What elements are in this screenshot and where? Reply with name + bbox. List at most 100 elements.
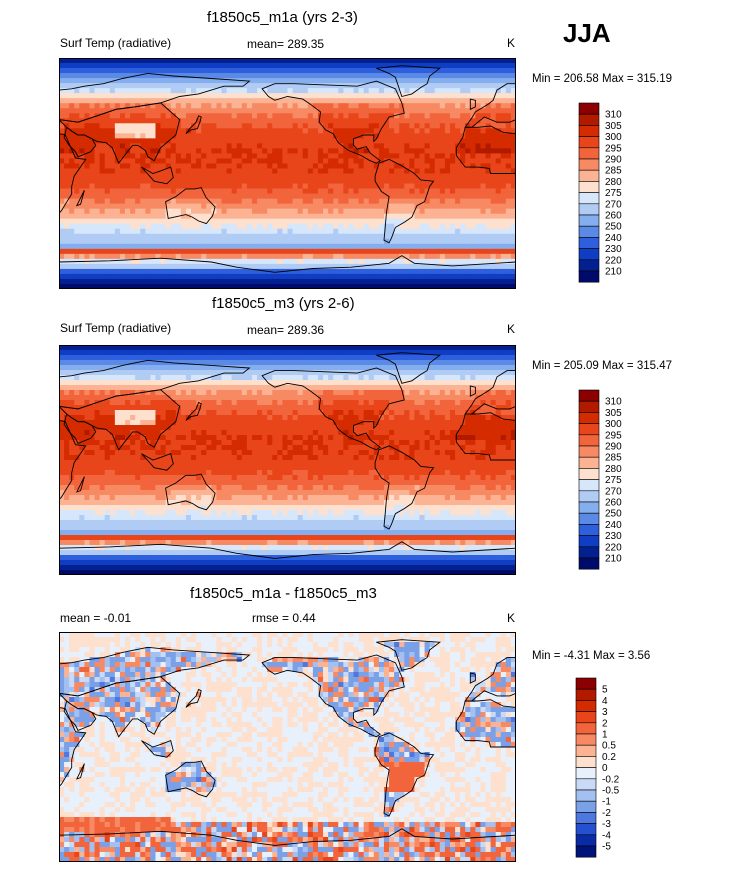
map-cell — [470, 93, 476, 99]
map-cell — [510, 143, 516, 149]
map-cell — [460, 68, 466, 74]
map-cell — [455, 243, 461, 250]
map-cell — [409, 178, 415, 184]
map-cell — [109, 163, 116, 169]
map-cell — [465, 198, 471, 205]
map-cell — [297, 213, 304, 220]
map-cell — [155, 350, 161, 356]
map-cell — [119, 268, 126, 275]
map-cell — [99, 283, 106, 289]
map-cell — [312, 93, 319, 99]
map-cell — [170, 365, 177, 371]
map-cell — [109, 198, 116, 205]
map-cell — [272, 198, 278, 205]
map-cell — [338, 268, 344, 275]
map-cell — [307, 118, 314, 124]
map-cell — [409, 108, 415, 114]
map-cell — [257, 143, 263, 149]
map-cell — [317, 243, 324, 250]
map-cell — [343, 153, 349, 159]
map-cell — [180, 103, 187, 109]
map-cell — [378, 178, 385, 184]
map-cell — [348, 63, 354, 69]
map-cell — [455, 198, 461, 205]
map-cell — [180, 123, 187, 129]
map-cell — [373, 93, 380, 99]
map-cell — [155, 133, 161, 139]
map-cell — [323, 118, 329, 124]
map-cell — [287, 350, 293, 356]
map-cell — [297, 238, 304, 245]
map-cell — [170, 248, 177, 255]
map-cell — [505, 178, 512, 184]
map-cell — [206, 148, 212, 154]
map-cell — [368, 345, 375, 351]
map-cell — [338, 345, 344, 351]
map-cell — [368, 198, 375, 205]
map-cell — [490, 128, 497, 134]
map-cell — [150, 168, 156, 174]
map-cell — [368, 188, 375, 194]
map-cell — [505, 273, 512, 280]
map-cell — [236, 148, 243, 154]
map-cell — [69, 243, 75, 250]
map-cell — [312, 208, 319, 215]
map-cell — [292, 253, 299, 260]
map-cell — [130, 375, 136, 381]
map-cell — [353, 375, 359, 381]
map-cell — [257, 273, 263, 280]
map-cell — [160, 253, 167, 260]
map-cell — [333, 258, 339, 265]
map-cell — [89, 385, 95, 391]
map-cell — [196, 268, 202, 275]
map-cell — [510, 123, 516, 129]
map-cell — [348, 365, 354, 371]
map-cell — [84, 148, 90, 154]
map-cell — [145, 103, 151, 109]
map-cell — [104, 370, 111, 376]
map-cell — [439, 223, 446, 230]
map-cell — [277, 375, 283, 381]
map-cell — [434, 365, 441, 371]
map-cell — [495, 88, 502, 94]
map-cell — [424, 268, 431, 275]
map-cell — [84, 268, 90, 275]
map-cell — [221, 375, 227, 381]
map-cell — [470, 183, 476, 189]
map-cell — [449, 203, 456, 210]
map-cell — [262, 73, 268, 79]
map-cell — [135, 123, 141, 129]
map-cell — [226, 228, 233, 235]
map-cell — [130, 128, 136, 134]
map-cell — [201, 375, 207, 381]
map-cell — [287, 128, 293, 134]
map-cell — [114, 168, 121, 174]
map-cell — [135, 133, 141, 139]
map-cell — [312, 365, 319, 371]
map-cell — [383, 163, 390, 169]
map-cell — [226, 138, 233, 144]
map-cell — [475, 223, 481, 230]
map-cell — [363, 258, 370, 265]
map-cell — [282, 143, 288, 149]
map-cell — [196, 83, 202, 89]
map-cell — [272, 380, 278, 386]
map-cell — [328, 88, 334, 94]
map-cell — [145, 248, 151, 255]
map-cell — [211, 68, 217, 74]
map-cell — [455, 263, 461, 270]
map-cell — [175, 258, 182, 265]
map-cell — [165, 355, 172, 361]
map-cell — [475, 258, 481, 265]
map-cell — [104, 58, 111, 64]
map-cell — [419, 163, 425, 169]
map-cell — [439, 123, 446, 129]
map-cell — [368, 273, 375, 280]
map-cell — [399, 253, 405, 260]
map-cell — [297, 163, 304, 169]
map-cell — [485, 103, 492, 109]
map-cell — [59, 233, 65, 240]
map-cell — [130, 118, 136, 124]
map-cell — [307, 168, 314, 174]
map-cell — [465, 93, 471, 99]
